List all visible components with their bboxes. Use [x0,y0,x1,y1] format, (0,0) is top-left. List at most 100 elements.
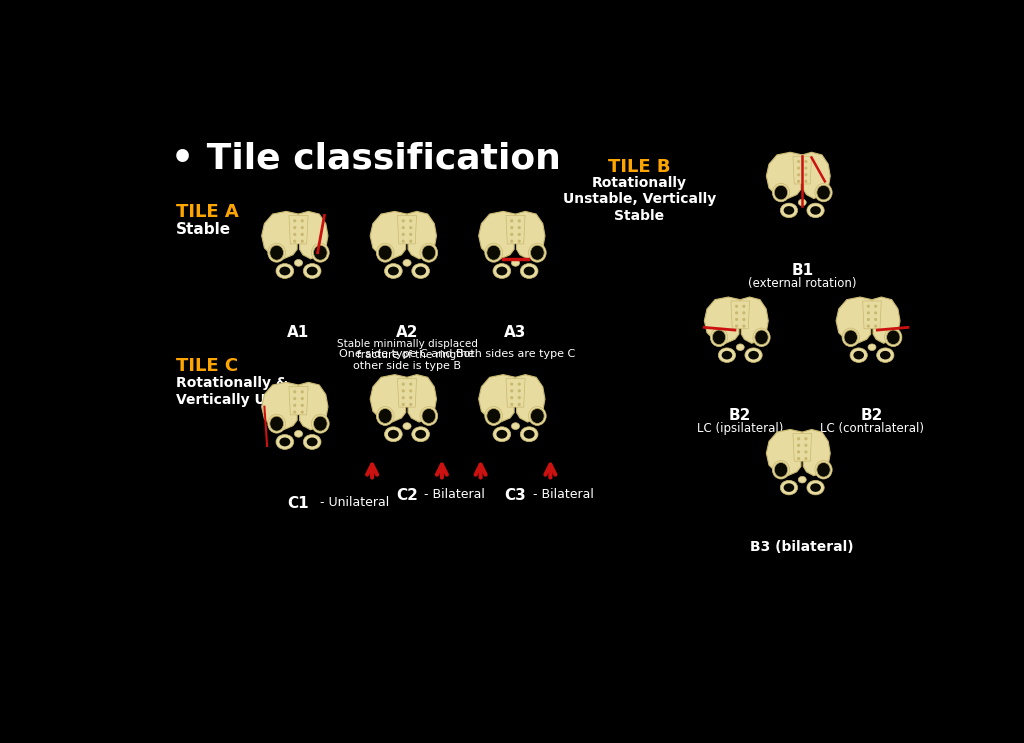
Polygon shape [515,374,545,422]
Ellipse shape [772,184,790,202]
Ellipse shape [280,267,291,276]
Ellipse shape [486,409,501,424]
Ellipse shape [713,330,726,345]
Ellipse shape [378,409,392,424]
Text: C2: C2 [396,488,418,503]
Ellipse shape [774,462,787,477]
Ellipse shape [810,483,821,492]
Ellipse shape [817,185,830,200]
Circle shape [410,383,412,385]
Circle shape [518,220,520,221]
Polygon shape [289,386,308,415]
Ellipse shape [853,351,864,360]
Circle shape [743,325,744,327]
Ellipse shape [270,245,284,260]
Circle shape [518,390,520,392]
Circle shape [867,325,869,327]
Ellipse shape [817,462,830,477]
Ellipse shape [306,267,317,276]
Circle shape [410,233,412,236]
Ellipse shape [384,426,402,441]
Ellipse shape [313,416,327,431]
Text: TILE A: TILE A [176,203,239,221]
Polygon shape [506,379,525,407]
Circle shape [798,167,800,169]
Circle shape [410,403,412,406]
Circle shape [867,305,869,307]
Ellipse shape [783,483,795,492]
Ellipse shape [530,409,544,424]
Ellipse shape [880,351,891,360]
Circle shape [511,397,513,398]
Ellipse shape [810,206,821,215]
Circle shape [805,181,807,182]
Ellipse shape [815,184,833,202]
Ellipse shape [412,426,429,441]
Ellipse shape [388,267,398,276]
Circle shape [402,220,404,221]
Circle shape [867,312,869,314]
Circle shape [301,404,303,406]
Circle shape [410,397,412,398]
Ellipse shape [497,430,507,438]
Ellipse shape [313,245,327,260]
Ellipse shape [520,264,538,279]
Text: • Tile classification: • Tile classification [171,141,560,175]
Circle shape [798,181,800,182]
Circle shape [511,233,513,236]
Ellipse shape [850,348,867,363]
Circle shape [805,438,807,440]
Circle shape [301,411,303,413]
Circle shape [511,227,513,229]
Circle shape [518,403,520,406]
Circle shape [511,390,513,392]
Ellipse shape [412,264,429,279]
Circle shape [735,325,737,327]
Circle shape [798,451,800,452]
Ellipse shape [774,185,787,200]
Ellipse shape [303,435,321,450]
Circle shape [518,383,520,385]
Circle shape [402,390,404,392]
Ellipse shape [755,330,768,345]
Polygon shape [793,433,812,461]
Text: C1: C1 [288,496,309,510]
Circle shape [518,397,520,398]
Ellipse shape [402,259,411,266]
Circle shape [805,444,807,447]
Ellipse shape [270,416,284,431]
Circle shape [410,390,412,392]
Polygon shape [872,297,900,343]
Circle shape [301,227,303,229]
Ellipse shape [415,267,426,276]
Ellipse shape [718,348,735,363]
Polygon shape [766,429,802,476]
Ellipse shape [486,245,501,260]
Ellipse shape [520,426,538,441]
Text: Stable minimally displaced
fracture of the ring: Stable minimally displaced fracture of t… [337,339,477,360]
Circle shape [511,383,513,385]
Ellipse shape [376,243,394,262]
Text: B3 (bilateral): B3 (bilateral) [751,540,854,554]
Ellipse shape [280,438,291,447]
Ellipse shape [303,264,321,279]
Circle shape [518,233,520,236]
Circle shape [402,233,404,236]
Text: LC (contralateral): LC (contralateral) [820,422,924,435]
Ellipse shape [877,348,894,363]
Ellipse shape [420,243,437,262]
Ellipse shape [807,203,824,218]
Circle shape [402,403,404,406]
Circle shape [294,391,296,393]
Ellipse shape [749,351,759,360]
Ellipse shape [493,264,511,279]
Ellipse shape [511,423,519,429]
Ellipse shape [868,344,876,351]
Ellipse shape [799,476,806,483]
Polygon shape [506,215,525,244]
Circle shape [294,411,296,413]
Ellipse shape [736,344,744,351]
Ellipse shape [523,267,535,276]
Circle shape [874,312,877,314]
Ellipse shape [815,461,833,479]
